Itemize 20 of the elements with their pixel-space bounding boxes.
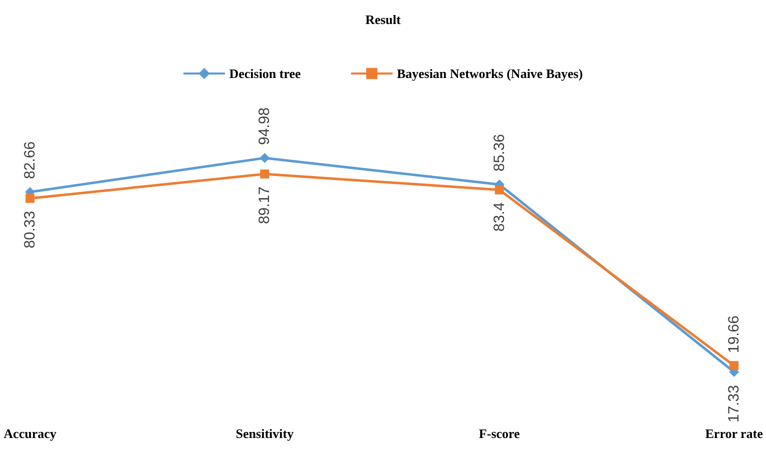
data-label: 19.66 [726, 316, 743, 354]
x-tick-label: Error rate [705, 426, 764, 441]
point [260, 170, 270, 179]
data-label: 80.33 [22, 210, 38, 248]
chart-title: Result [365, 12, 402, 27]
data-label: 89.17 [256, 186, 274, 224]
x-tick-label: Sensitivity [236, 426, 294, 441]
x-tick-label: F-score [478, 426, 520, 441]
point [260, 153, 270, 163]
legend-label: Bayesian Networks (Naive Bayes) [396, 66, 583, 81]
data-label: 94.98 [256, 107, 274, 145]
data-label: 83.4 [490, 202, 508, 232]
point [26, 194, 34, 203]
data-label: 17.33 [726, 385, 743, 423]
legend-label: Decision tree [229, 66, 302, 81]
x-tick-label: Accuracy [4, 426, 57, 441]
point [730, 361, 739, 370]
data-label: 85.36 [490, 134, 508, 172]
data-label: 82.66 [22, 141, 38, 179]
point [494, 185, 504, 194]
